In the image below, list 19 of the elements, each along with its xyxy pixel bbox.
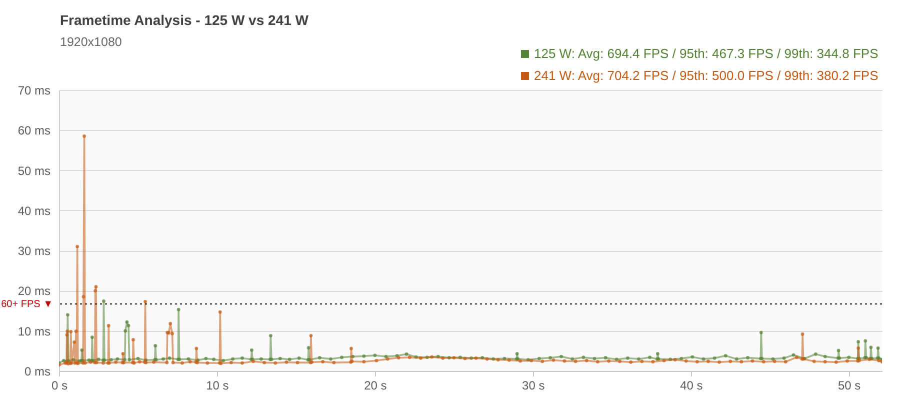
chart-subtitle: 1920x1080: [60, 35, 122, 49]
y-tick-label: 40 ms: [18, 204, 50, 218]
legend-label: 241 W: Avg: 704.2 FPS / 95th: 500.0 FPS / 99th: 380.2 FPS: [534, 68, 879, 83]
x-tick-label: 30 s: [522, 378, 545, 392]
x-tick-label: 50 s: [838, 378, 861, 392]
ref-line-label: 60+ FPS ▼: [1, 298, 53, 310]
x-tick-label: 0 s: [51, 378, 68, 392]
legend-label: 125 W: Avg: 694.4 FPS / 95th: 467.3 FPS / 99th: 344.8 FPS: [534, 46, 879, 61]
y-tick-label: 70 ms: [18, 84, 50, 98]
y-tick-label: 20 ms: [18, 284, 50, 298]
y-tick-label: 0 ms: [24, 364, 50, 378]
x-tick-label: 40 s: [680, 378, 703, 392]
chart-title: Frametime Analysis - 125 W vs 241 W: [60, 12, 310, 28]
y-tick-label: 30 ms: [18, 244, 50, 258]
y-tick-label: 60 ms: [18, 124, 50, 138]
x-tick-label: 20 s: [364, 378, 387, 392]
y-tick-label: 10 ms: [18, 324, 50, 338]
y-tick-label: 50 ms: [18, 164, 50, 178]
x-tick-label: 10 s: [206, 378, 229, 392]
